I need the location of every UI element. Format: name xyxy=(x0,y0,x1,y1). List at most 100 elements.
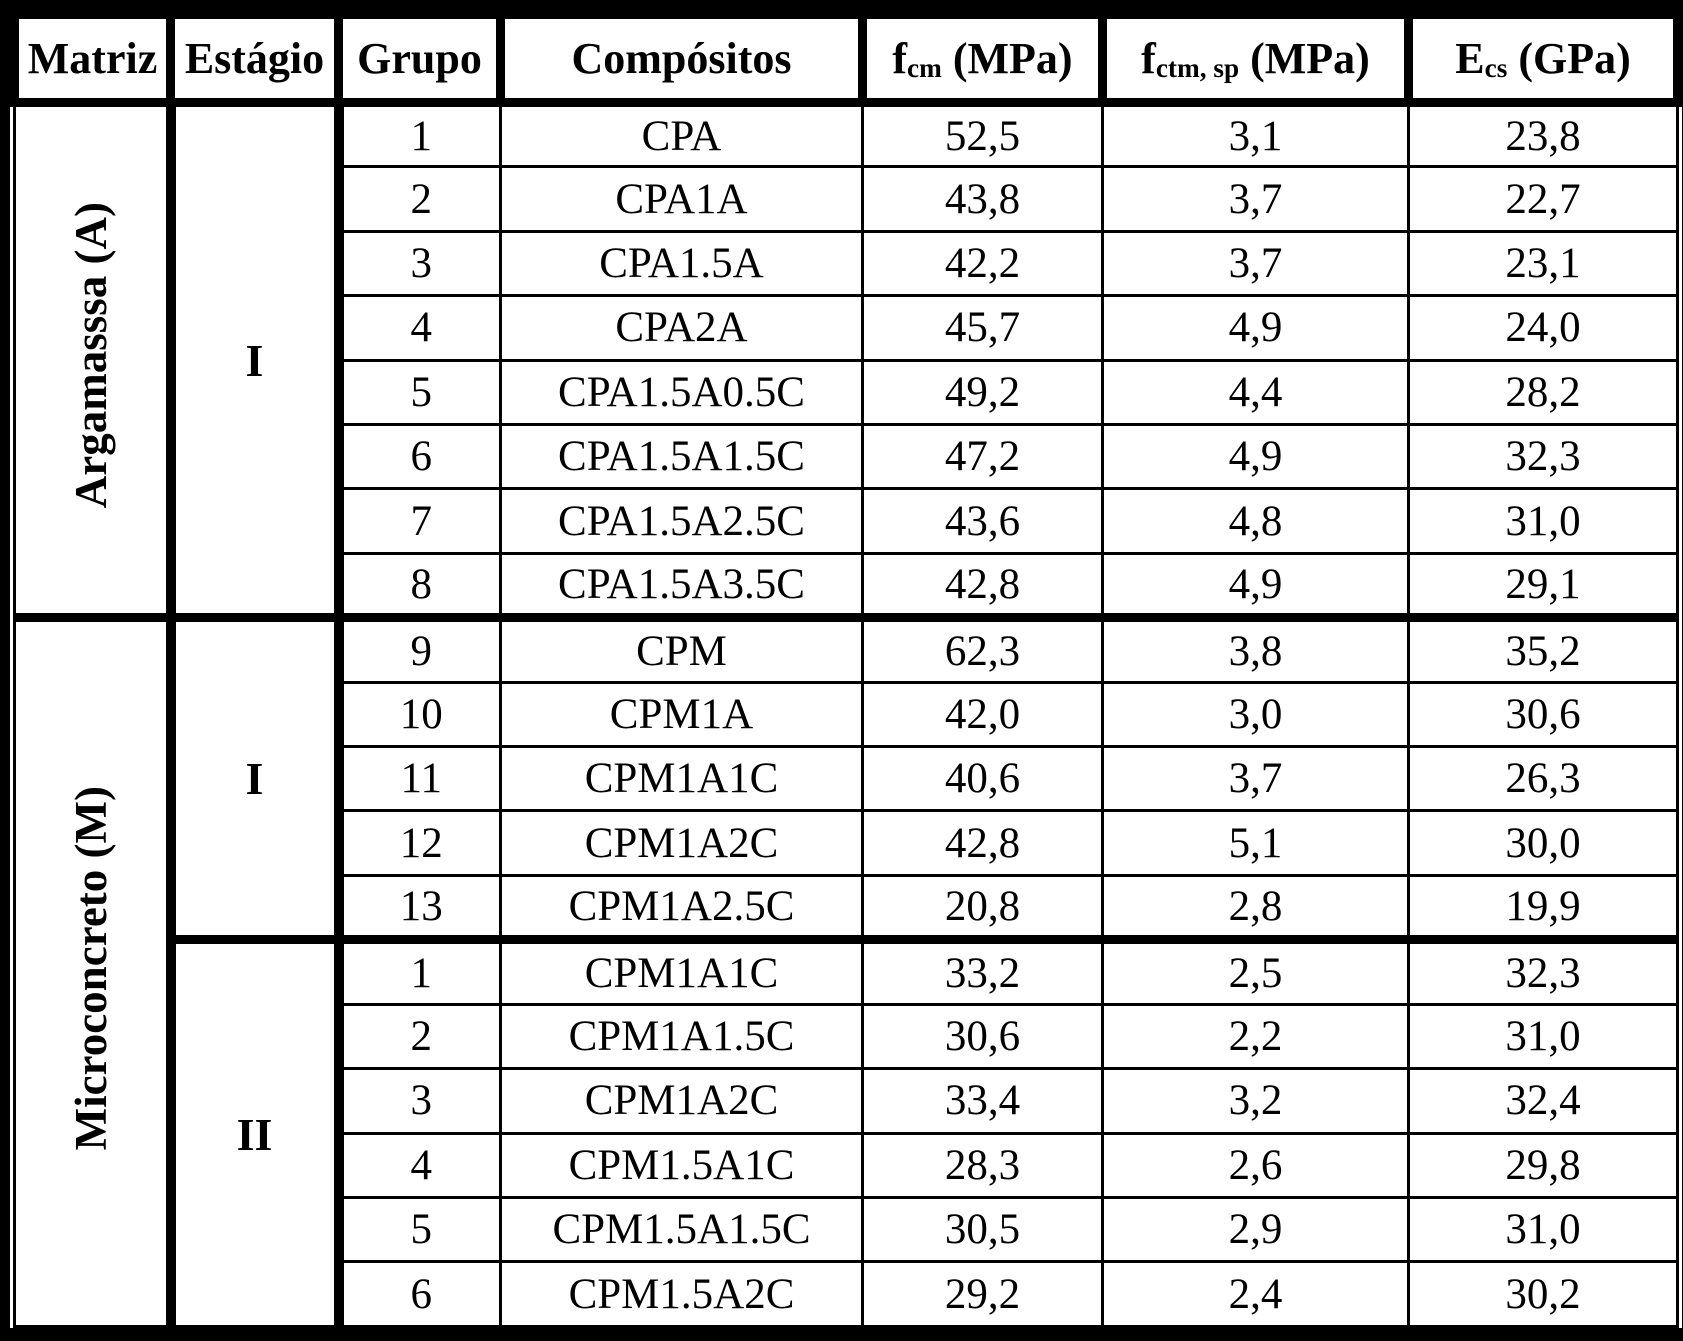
fcm-cell: 42,8 xyxy=(861,809,1104,877)
fctm-cell: 3,2 xyxy=(1101,1067,1410,1135)
composito-cell: CPM1A1C xyxy=(499,935,864,1006)
fcm-cell: 30,5 xyxy=(861,1195,1104,1264)
ecs-unit: (GPa) xyxy=(1507,34,1631,83)
grupo-cell: 3 xyxy=(337,229,502,298)
table-row: 4 CPM1.5A1C 28,3 2,6 29,8 xyxy=(15,1131,1679,1199)
fctm-cell: 3,0 xyxy=(1101,680,1410,749)
composito-cell: CPM1.5A2C xyxy=(499,1260,864,1328)
table-row: Argamasssa (A) I 1 CPA 52,5 3,1 23,8 xyxy=(13,100,1679,620)
ecs-cell: 32,3 xyxy=(1407,935,1679,1006)
grupo-cell: 11 xyxy=(337,745,502,813)
table-row: 6 CPA1.5A1.5C 47,2 4,9 32,3 xyxy=(15,423,1679,491)
ecs-cell: 30,0 xyxy=(1407,809,1679,877)
matriz-cell-microconcreto: Microconcreto (M) xyxy=(13,613,176,1328)
ecs-cell: 31,0 xyxy=(1407,1002,1679,1071)
fctm-cell: 2,4 xyxy=(1101,1260,1410,1328)
composito-cell: CPM1.5A1.5C xyxy=(499,1195,864,1264)
composito-cell: CPA2A xyxy=(499,294,864,362)
ecs-cell: 23,1 xyxy=(1407,229,1679,298)
fcm-cell: 29,2 xyxy=(861,1260,1104,1328)
ecs-cell: 19,9 xyxy=(1407,873,1679,942)
header-fctm: fctm, sp (MPa) xyxy=(1098,10,1413,107)
composito-cell: CPA1.5A3.5C xyxy=(499,551,864,620)
header-matriz: Matriz xyxy=(10,10,175,107)
table-row: 5 CPM1.5A1.5C 30,5 2,9 31,0 xyxy=(15,1195,1679,1264)
fctm-cell: 4,9 xyxy=(1101,423,1410,491)
fctm-cell: 4,8 xyxy=(1101,487,1410,555)
composito-cell: CPM1A1C xyxy=(499,745,864,813)
grupo-cell: 2 xyxy=(337,165,502,233)
composito-cell: CPA1.5A xyxy=(499,229,864,298)
header-ecs: Ecs (GPa) xyxy=(1404,10,1682,107)
table-row: 5 CPA1.5A0.5C 49,2 4,4 28,2 xyxy=(15,358,1679,427)
fcm-cell: 42,0 xyxy=(861,680,1104,749)
ecs-cell: 28,2 xyxy=(1407,358,1679,427)
grupo-cell: 8 xyxy=(337,551,502,620)
grupo-cell: 2 xyxy=(337,1002,502,1071)
composito-cell: CPM1A2.5C xyxy=(499,873,864,942)
estagio-cell: I xyxy=(169,613,344,942)
ecs-cell: 32,3 xyxy=(1407,423,1679,491)
fcm-cell: 42,2 xyxy=(861,229,1104,298)
composito-cell: CPA1A xyxy=(499,165,864,233)
ecs-cell: 31,0 xyxy=(1407,1195,1679,1264)
fcm-symbol: f xyxy=(892,34,908,83)
fctm-cell: 4,4 xyxy=(1101,358,1410,427)
matriz-vertical-label: Argamasssa (A) xyxy=(65,201,116,508)
fctm-cell: 2,6 xyxy=(1101,1131,1410,1199)
fcm-cell: 43,8 xyxy=(861,165,1104,233)
composito-cell: CPA xyxy=(499,100,864,169)
matriz-cell-argamassa: Argamasssa (A) xyxy=(13,100,176,620)
composito-cell: CPA1.5A0.5C xyxy=(499,358,864,427)
ecs-cell: 31,0 xyxy=(1407,487,1679,555)
header-grupo: Grupo xyxy=(334,10,505,107)
fcm-cell: 30,6 xyxy=(861,1002,1104,1071)
ecs-cell: 24,0 xyxy=(1407,294,1679,362)
fcm-cell: 43,6 xyxy=(861,487,1104,555)
fctm-cell: 3,1 xyxy=(1101,100,1410,169)
fctm-cell: 4,9 xyxy=(1101,551,1410,620)
table-row: 2 CPA1A 43,8 3,7 22,7 xyxy=(15,165,1679,233)
grupo-cell: 6 xyxy=(337,423,502,491)
fcm-cell: 33,4 xyxy=(861,1067,1104,1135)
table-row: 8 CPA1.5A3.5C 42,8 4,9 29,1 xyxy=(15,551,1679,620)
fctm-cell: 2,8 xyxy=(1101,873,1410,942)
fcm-cell: 40,6 xyxy=(861,745,1104,813)
fcm-cell: 28,3 xyxy=(861,1131,1104,1199)
grupo-cell: 3 xyxy=(337,1067,502,1135)
fctm-cell: 3,7 xyxy=(1101,745,1410,813)
table-row: 12 CPM1A2C 42,8 5,1 30,0 xyxy=(15,809,1679,877)
fcm-cell: 20,8 xyxy=(861,873,1104,942)
ecs-cell: 35,2 xyxy=(1407,613,1679,684)
table-row: 11 CPM1A1C 40,6 3,7 26,3 xyxy=(15,745,1679,813)
ecs-cell: 32,4 xyxy=(1407,1067,1679,1135)
fcm-cell: 47,2 xyxy=(861,423,1104,491)
table-row: 10 CPM1A 42,0 3,0 30,6 xyxy=(15,680,1679,749)
fcm-cell: 42,8 xyxy=(861,551,1104,620)
composito-cell: CPM xyxy=(499,613,864,684)
grupo-cell: 1 xyxy=(337,935,502,1006)
table-row: 6 CPM1.5A2C 29,2 2,4 30,2 xyxy=(15,1260,1679,1328)
ecs-cell: 22,7 xyxy=(1407,165,1679,233)
table-row: II 1 CPM1A1C 33,2 2,5 32,3 xyxy=(15,935,1679,1328)
grupo-cell: 4 xyxy=(337,1131,502,1199)
fctm-symbol: f xyxy=(1141,34,1156,83)
fctm-cell: 2,5 xyxy=(1101,935,1410,1006)
grupo-cell: 13 xyxy=(337,873,502,942)
fctm-unit: (MPa) xyxy=(1239,34,1370,83)
fctm-cell: 3,8 xyxy=(1101,613,1410,684)
composito-cell: CPM1.5A1C xyxy=(499,1131,864,1199)
fcm-cell: 49,2 xyxy=(861,358,1104,427)
header-row: Matriz Estágio Grupo Compósitos fcm (MPa… xyxy=(10,10,1682,107)
composites-table: Matriz Estágio Grupo Compósitos fcm (MPa… xyxy=(10,10,1682,1328)
estagio-cell: I xyxy=(169,100,344,620)
fctm-cell: 5,1 xyxy=(1101,809,1410,877)
grupo-cell: 1 xyxy=(337,100,502,169)
fctm-cell: 2,2 xyxy=(1101,1002,1410,1071)
composito-cell: CPA1.5A2.5C xyxy=(499,487,864,555)
table-row: Microconcreto (M) I 9 CPM 62,3 3,8 35,2 xyxy=(13,613,1679,1328)
grupo-cell: 4 xyxy=(337,294,502,362)
table-row: 3 CPM1A2C 33,4 3,2 32,4 xyxy=(15,1067,1679,1135)
ecs-cell: 30,2 xyxy=(1407,1260,1679,1328)
